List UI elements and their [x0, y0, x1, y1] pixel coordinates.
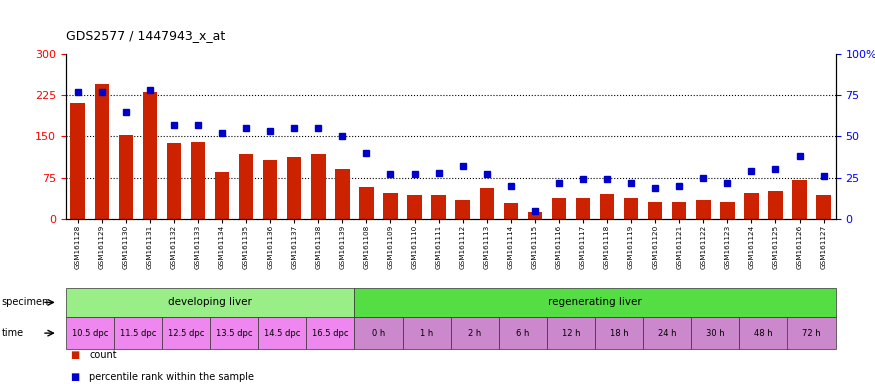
Bar: [456, 200, 470, 219]
Bar: [408, 195, 422, 219]
Bar: [263, 160, 277, 219]
Text: 10.5 dpc: 10.5 dpc: [72, 329, 108, 338]
Bar: [431, 195, 446, 219]
Text: 48 h: 48 h: [754, 329, 773, 338]
Bar: [191, 142, 206, 219]
Bar: [745, 193, 759, 219]
Bar: [360, 187, 374, 219]
Text: 2 h: 2 h: [468, 329, 481, 338]
Bar: [600, 194, 614, 219]
Bar: [720, 202, 735, 219]
Text: count: count: [89, 349, 117, 360]
Text: ■: ■: [70, 372, 80, 382]
Text: specimen: specimen: [2, 297, 49, 308]
Text: 30 h: 30 h: [706, 329, 724, 338]
Bar: [552, 198, 566, 219]
Text: 13.5 dpc: 13.5 dpc: [216, 329, 252, 338]
Text: 0 h: 0 h: [372, 329, 385, 338]
Text: regenerating liver: regenerating liver: [548, 297, 642, 308]
Bar: [119, 135, 133, 219]
Bar: [239, 154, 254, 219]
Text: 12 h: 12 h: [562, 329, 580, 338]
Text: ■: ■: [70, 349, 80, 360]
Bar: [816, 195, 831, 219]
Bar: [624, 198, 639, 219]
Text: 18 h: 18 h: [610, 329, 628, 338]
Bar: [768, 191, 783, 219]
Bar: [648, 202, 662, 219]
Bar: [71, 103, 85, 219]
Text: 1 h: 1 h: [420, 329, 433, 338]
Bar: [672, 202, 687, 219]
Text: 16.5 dpc: 16.5 dpc: [312, 329, 348, 338]
Bar: [312, 154, 326, 219]
Bar: [480, 187, 494, 219]
Bar: [287, 157, 301, 219]
Bar: [215, 172, 229, 219]
Text: 12.5 dpc: 12.5 dpc: [168, 329, 204, 338]
Bar: [576, 198, 591, 219]
Text: 11.5 dpc: 11.5 dpc: [120, 329, 156, 338]
Bar: [167, 143, 181, 219]
Bar: [504, 204, 518, 219]
Bar: [383, 193, 397, 219]
Bar: [528, 212, 542, 219]
Bar: [94, 84, 109, 219]
Text: 72 h: 72 h: [802, 329, 821, 338]
Bar: [793, 180, 807, 219]
Text: 24 h: 24 h: [658, 329, 676, 338]
Text: GDS2577 / 1447943_x_at: GDS2577 / 1447943_x_at: [66, 29, 225, 42]
Text: 14.5 dpc: 14.5 dpc: [264, 329, 300, 338]
Text: 6 h: 6 h: [516, 329, 529, 338]
Bar: [143, 92, 158, 219]
Bar: [335, 169, 350, 219]
Text: time: time: [2, 328, 24, 338]
Text: percentile rank within the sample: percentile rank within the sample: [89, 372, 255, 382]
Bar: [696, 200, 710, 219]
Text: developing liver: developing liver: [168, 297, 252, 308]
